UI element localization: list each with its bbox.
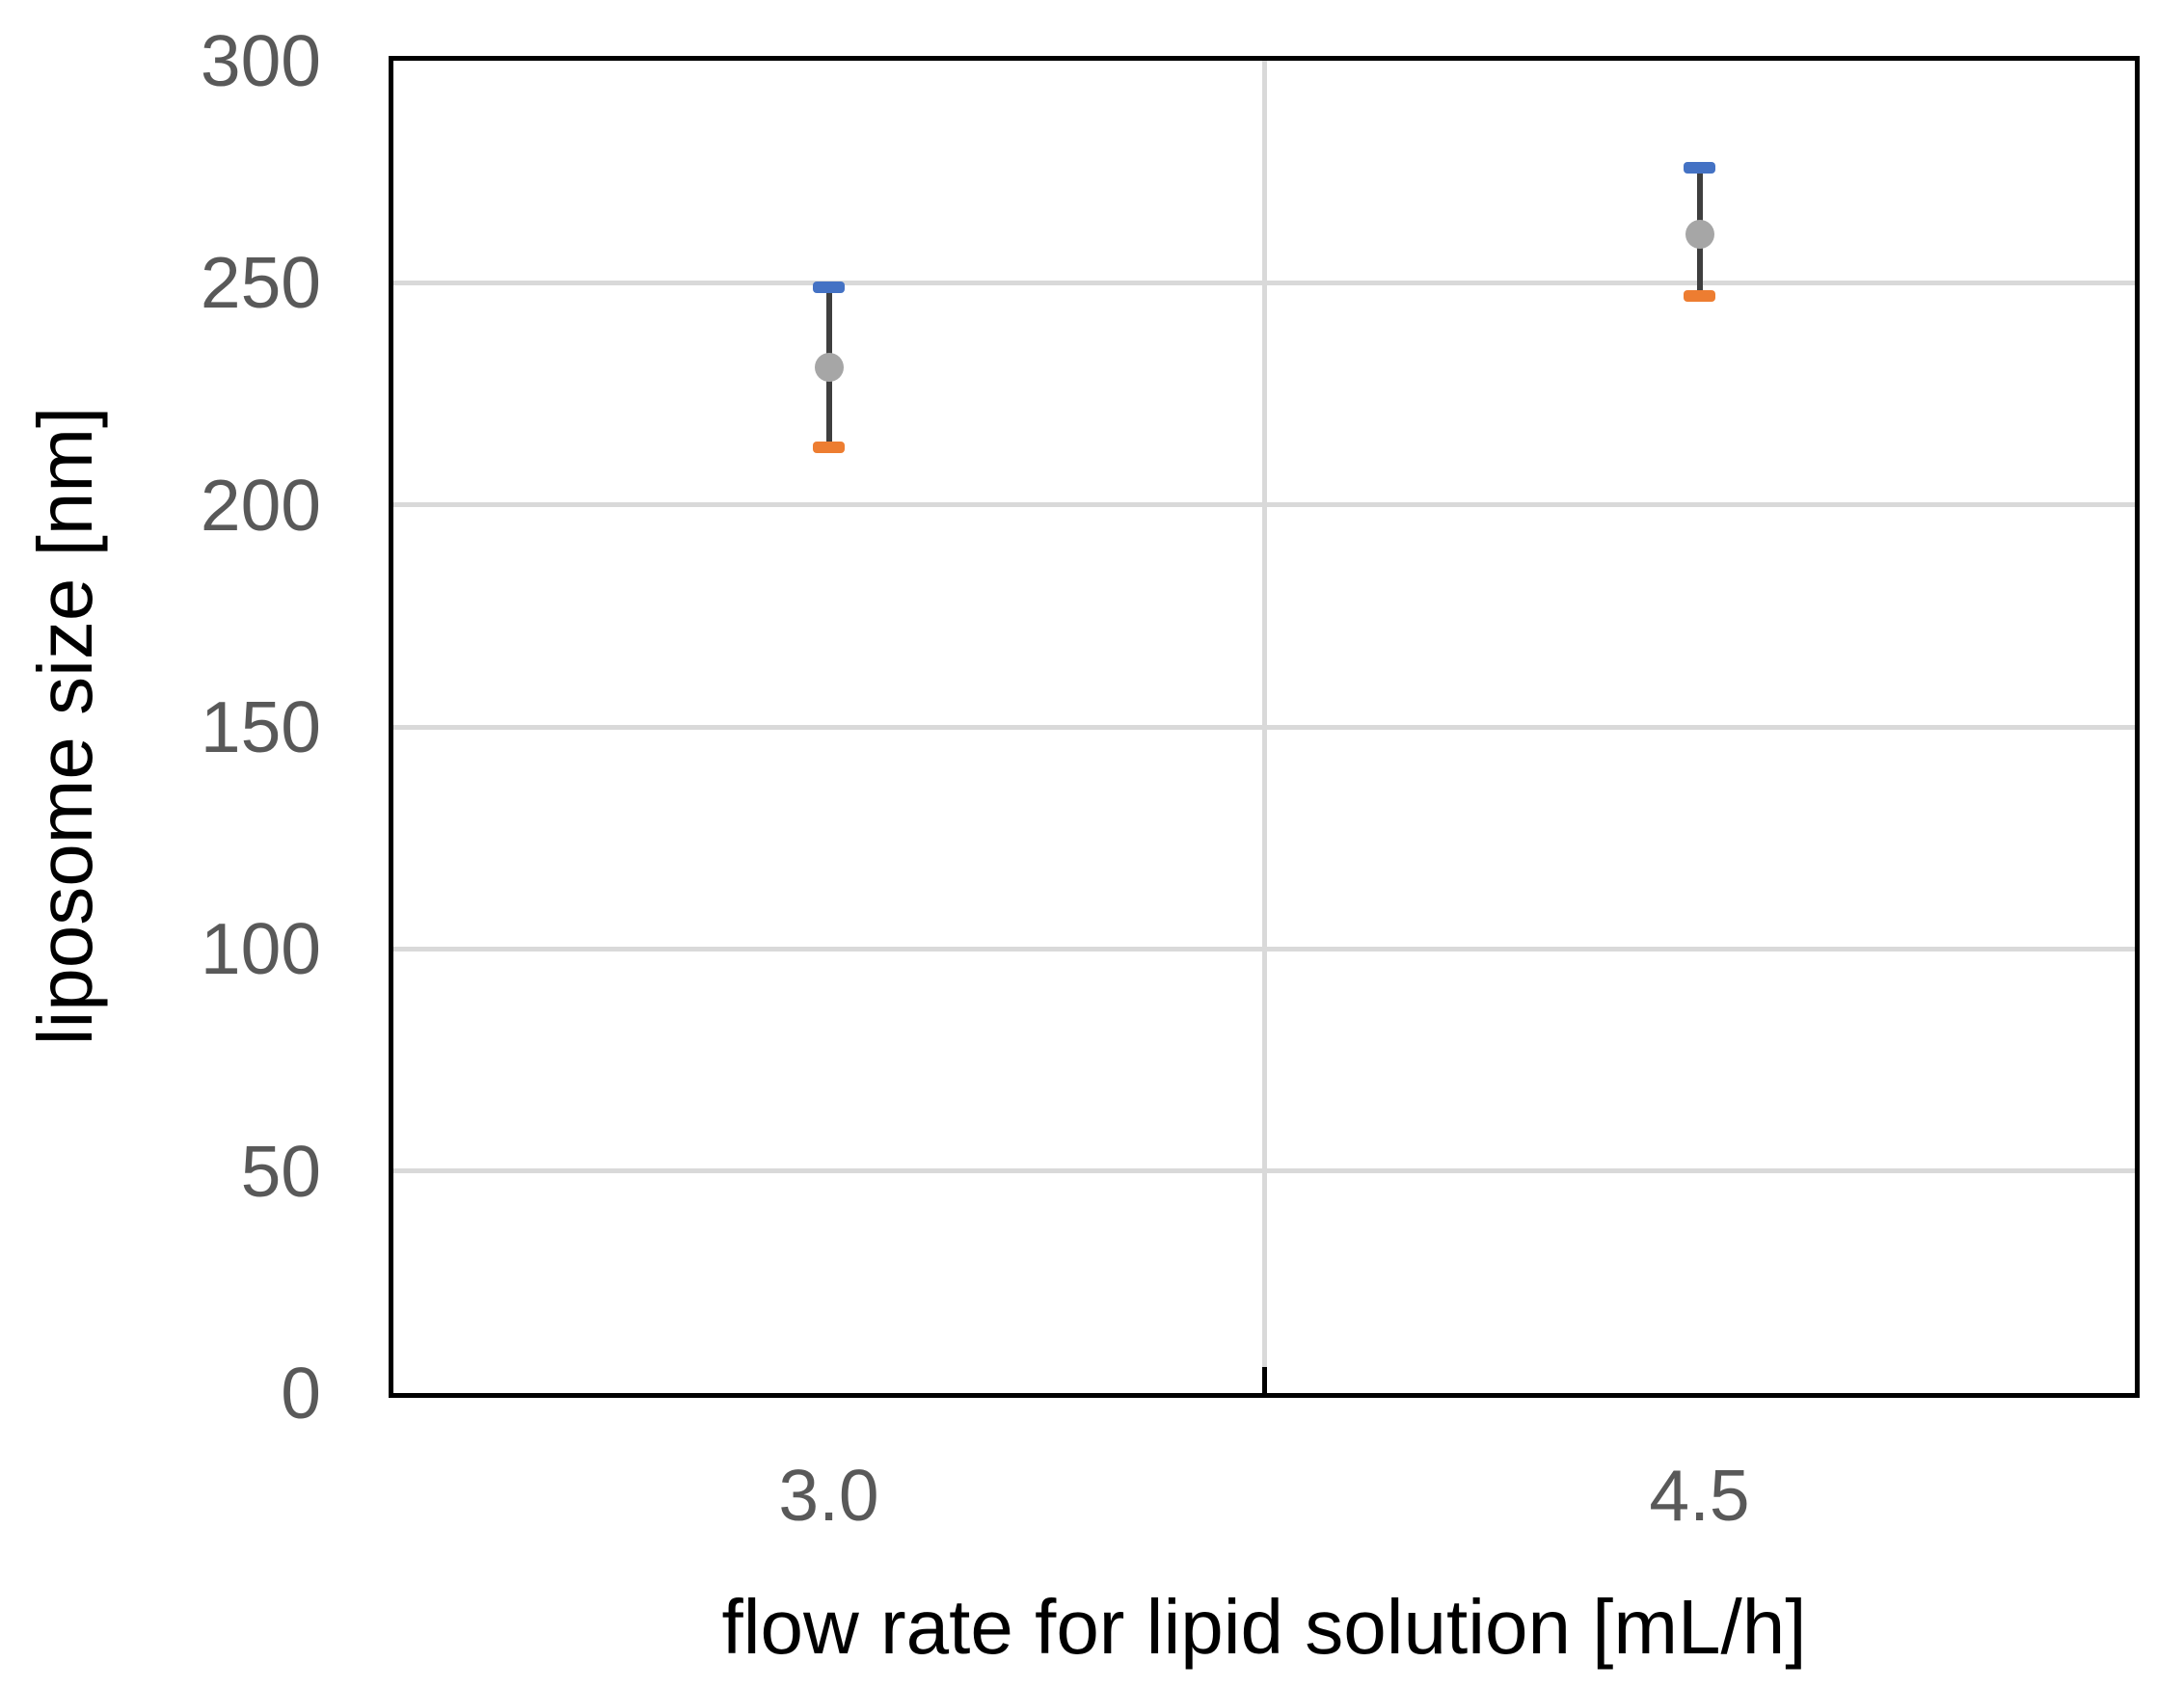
category-separator-gridline — [1261, 61, 1267, 1393]
y-tick-label: 100 — [200, 908, 321, 990]
y-tick-label: 300 — [200, 20, 321, 101]
y-tick-label: 0 — [281, 1353, 321, 1434]
lower-error-cap — [813, 441, 845, 453]
y-tick-label: 200 — [200, 464, 321, 546]
plot-area — [389, 56, 2140, 1398]
x-axis-tick — [1261, 1367, 1267, 1393]
x-tick-label: 4.5 — [1649, 1455, 1750, 1536]
lower-error-cap — [1684, 290, 1715, 303]
data-point-mean — [814, 352, 844, 382]
upper-error-cap — [813, 282, 845, 294]
data-point-mean — [1685, 219, 1714, 249]
y-tick-label: 50 — [240, 1130, 321, 1212]
y-tick-label: 250 — [200, 242, 321, 324]
y-tick-label: 150 — [200, 686, 321, 767]
upper-error-cap — [1684, 162, 1715, 174]
x-tick-label: 3.0 — [778, 1455, 879, 1536]
x-axis-title: flow rate for lipid solution [mL/h] — [721, 1584, 1807, 1670]
